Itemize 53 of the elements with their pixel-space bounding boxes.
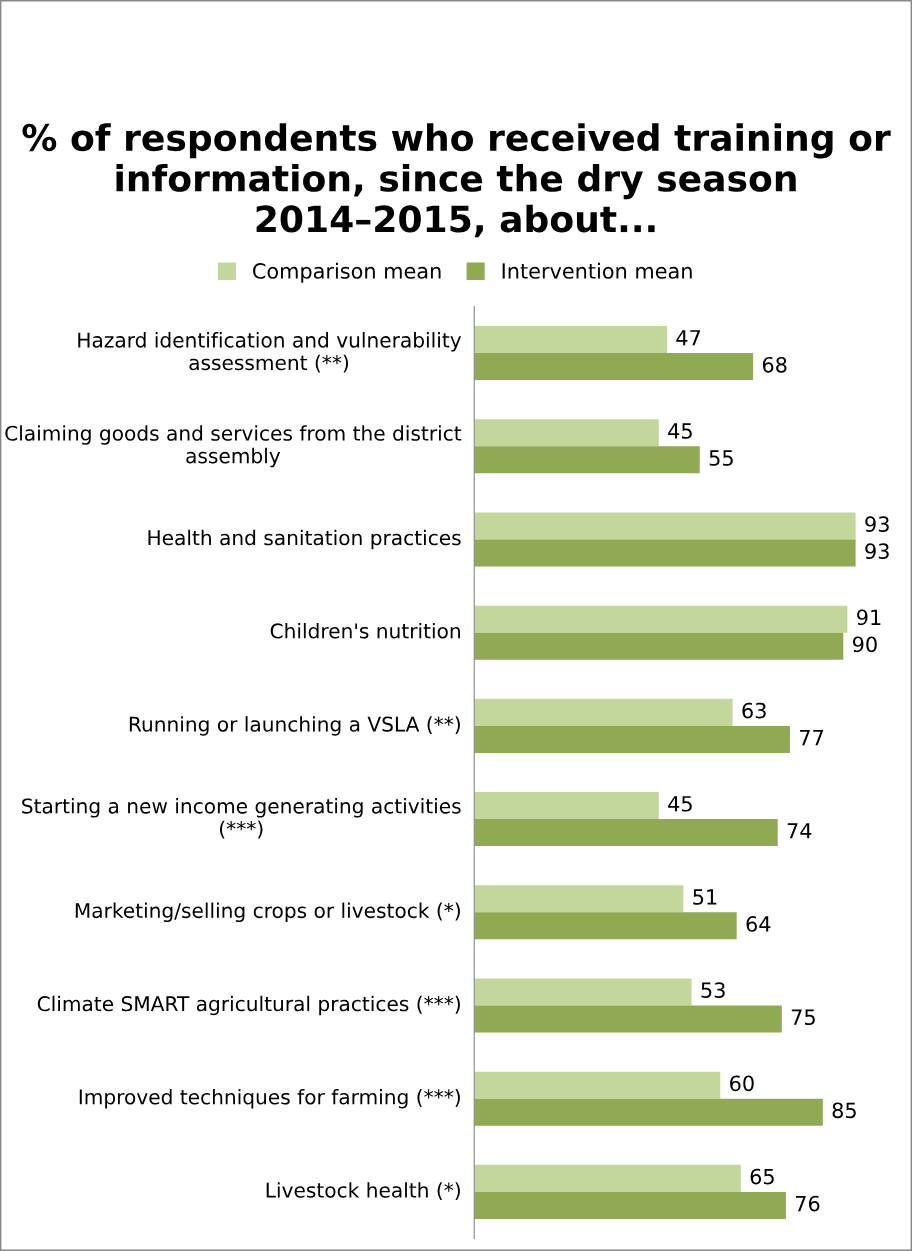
y-tick-label: Hazard identification and vulnerability assessment (**) [78, 332, 462, 373]
data-label: 45 [668, 423, 692, 439]
data-label: 53 [701, 982, 725, 999]
bar [474, 419, 659, 447]
y-tick-label: Climate SMART agricultural practices (***) [37, 995, 460, 1016]
data-label: 64 [746, 916, 771, 932]
data-label: 65 [750, 1168, 774, 1185]
y-tick-label: Improved techniques for farming (***) [79, 1088, 460, 1109]
data-label: 91 [857, 609, 881, 626]
y-tick-label: Children's nutrition [270, 622, 460, 639]
legend-label: Intervention mean [502, 262, 692, 279]
bar [474, 1191, 786, 1219]
data-label: 85 [832, 1102, 856, 1119]
data-label: 68 [762, 356, 787, 373]
data-label: 45 [668, 796, 692, 812]
bar [474, 725, 791, 753]
bar [474, 1071, 721, 1099]
y-tick-label: Marketing/selling crops or livestock (*) [75, 902, 460, 923]
y-tick-label: Running or launching a VSLA (**) [129, 716, 460, 736]
bar [474, 605, 848, 633]
bar [474, 1164, 741, 1192]
data-label: 77 [800, 729, 824, 746]
bar [474, 912, 737, 940]
data-label: 47 [676, 330, 701, 346]
bar [474, 698, 733, 726]
data-label: 90 [852, 636, 877, 653]
bar [474, 632, 844, 660]
data-label: 76 [795, 1195, 820, 1212]
y-tick-label: Livestock health (*) [266, 1182, 460, 1201]
bar [474, 353, 754, 381]
bar [474, 539, 856, 567]
data-label: 51 [693, 889, 717, 905]
bar [474, 1098, 823, 1126]
chart-title: % of respondents who received training or information, since the dry season 2014–2015, about... [22, 123, 891, 238]
bar [474, 446, 700, 474]
data-label: 55 [709, 450, 733, 466]
data-label: 74 [787, 823, 812, 839]
data-label: 93 [865, 543, 889, 560]
data-label: 60 [730, 1075, 754, 1092]
data-label: 75 [791, 1009, 815, 1026]
y-tick-label: Health and sanitation practices [148, 529, 461, 550]
bar [474, 792, 659, 820]
y-tick-label: Starting a new income generating activities (***) [22, 798, 461, 839]
bar [474, 885, 684, 913]
data-label: 93 [865, 516, 889, 533]
legend-label: Comparison mean [253, 262, 441, 283]
bar [474, 326, 667, 354]
bar [474, 512, 856, 540]
bar [474, 1005, 782, 1033]
bar [474, 978, 692, 1006]
y-tick-label: Claiming goods and services from the district assembly [5, 425, 462, 468]
bar [474, 819, 778, 847]
data-label: 63 [742, 702, 766, 719]
